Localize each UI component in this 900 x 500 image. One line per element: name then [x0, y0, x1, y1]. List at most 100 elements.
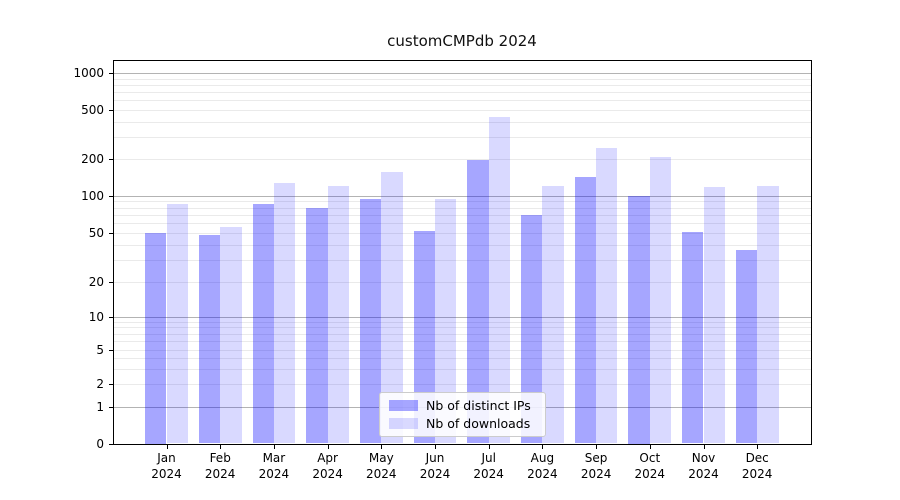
gridline-minor-30 [114, 260, 811, 262]
x-tick-label-aug: Aug 2024 [511, 451, 573, 482]
gridline-minor-200 [114, 159, 811, 160]
bar-distinct-ips-sep [574, 177, 597, 444]
gridline-minor-40 [114, 244, 811, 246]
bar-downloads-oct [649, 156, 672, 444]
bar-distinct-ips-jul [467, 160, 489, 444]
y-tick-50 [109, 233, 113, 234]
gridline-minor-900 [114, 78, 811, 80]
x-tick-jul [488, 444, 490, 449]
legend: Nb of distinct IPs Nb of downloads [379, 392, 546, 437]
legend-item-distinct-ips: Nb of distinct IPs [389, 398, 536, 413]
y-tick-1 [109, 407, 113, 408]
bar-downloads-jan [166, 204, 188, 444]
bar-distinct-ips-jun [413, 230, 435, 444]
x-label-month: Apr [317, 451, 338, 465]
gridline-minor-800 [114, 85, 811, 87]
gridline-minor-7 [114, 333, 811, 335]
legend-swatch-downloads [389, 418, 418, 429]
gridline-minor-70 [114, 214, 811, 216]
gridline-minor-50 [114, 233, 811, 234]
x-label-month: May [368, 451, 394, 465]
gridline-minor-8 [114, 327, 811, 329]
x-tick-mar [273, 444, 275, 449]
x-label-year: 2024 [204, 466, 236, 481]
x-tick-label-jul: Jul 2024 [458, 451, 520, 482]
x-label-month: Jun [425, 451, 445, 465]
x-tick-label-oct: Oct 2024 [619, 451, 681, 482]
x-tick-aug [542, 444, 544, 449]
x-tick-jun [435, 444, 436, 449]
x-label-month: Dec [745, 451, 769, 465]
gridline-minor-9 [114, 321, 811, 323]
y-tick-10 [109, 316, 113, 318]
legend-label-downloads: Nb of downloads [426, 416, 531, 431]
y-tick-100 [109, 195, 113, 197]
bar-distinct-ips-aug [521, 214, 543, 444]
gridline-major-10 [114, 316, 811, 318]
x-tick-label-jun: Jun 2024 [404, 451, 466, 482]
x-label-year: 2024 [258, 466, 290, 481]
bar-distinct-ips-jan [145, 233, 167, 444]
gridline-minor-2 [114, 384, 811, 385]
y-tick-label-500: 500 [81, 103, 104, 117]
x-tick-may [381, 444, 383, 449]
y-tick-2 [109, 384, 113, 385]
x-tick-nov [703, 444, 705, 449]
gridline-minor-60 [114, 223, 811, 225]
y-tick-1000 [109, 73, 113, 75]
x-tick-label-sep: Sep 2024 [565, 451, 627, 482]
gridline-major-1000 [114, 73, 811, 75]
bar-downloads-apr [327, 185, 349, 444]
bar-distinct-ips-oct [628, 195, 650, 444]
bar-downloads-jul [488, 117, 511, 444]
y-tick-label-50: 50 [88, 226, 104, 240]
y-tick-0 [109, 443, 113, 445]
bar-downloads-mar [273, 182, 296, 444]
gridline-minor-400 [114, 121, 811, 123]
bar-distinct-ips-apr [306, 208, 328, 444]
y-tick-label-0: 0 [96, 436, 104, 451]
x-tick-label-may: May 2024 [350, 451, 412, 482]
x-label-year: 2024 [527, 466, 558, 481]
bar-distinct-ips-mar [252, 204, 274, 444]
gridline-minor-3 [114, 368, 811, 370]
x-tick-dec [757, 444, 759, 449]
gridline-minor-500 [114, 110, 811, 111]
x-label-year: 2024 [473, 466, 504, 481]
gridline-minor-80 [114, 207, 811, 209]
x-label-year: 2024 [688, 466, 719, 481]
x-label-month: Aug [530, 451, 555, 465]
gridline-minor-5 [114, 349, 811, 351]
x-tick-sep [596, 444, 598, 449]
x-label-month: Nov [691, 451, 716, 465]
x-label-year: 2024 [419, 466, 451, 481]
x-tick-feb [220, 444, 222, 449]
x-label-month: Jan [157, 451, 176, 465]
x-label-month: Oct [639, 451, 661, 465]
gridline-minor-20 [114, 281, 811, 283]
y-tick-20 [109, 281, 113, 283]
y-tick-500 [109, 110, 113, 111]
gridline-minor-90 [114, 201, 811, 203]
legend-label-distinct-ips: Nb of distinct IPs [426, 398, 531, 413]
gridline-minor-300 [114, 137, 811, 139]
x-tick-label-apr: Apr 2024 [297, 451, 359, 482]
bar-distinct-ips-feb [198, 235, 221, 444]
x-tick-label-dec: Dec 2024 [726, 451, 788, 482]
legend-swatch-distinct-ips [389, 400, 418, 411]
x-tick-label-jan: Jan 2024 [136, 451, 198, 482]
chart-title: customCMPdb 2024 [387, 32, 537, 50]
legend-item-downloads: Nb of downloads [389, 416, 536, 431]
bar-distinct-ips-may [359, 199, 382, 444]
x-tick-label-nov: Nov 2024 [673, 451, 735, 482]
y-tick-label-200: 200 [81, 152, 104, 166]
x-label-year: 2024 [366, 466, 397, 481]
x-label-month: Mar [262, 451, 286, 465]
y-tick-label-2: 2 [96, 377, 104, 391]
bar-downloads-jun [435, 199, 457, 444]
x-label-month: Sep [584, 451, 608, 465]
bar-downloads-feb [220, 226, 242, 444]
x-tick-label-mar: Mar 2024 [243, 451, 305, 482]
x-label-year: 2024 [580, 466, 612, 481]
